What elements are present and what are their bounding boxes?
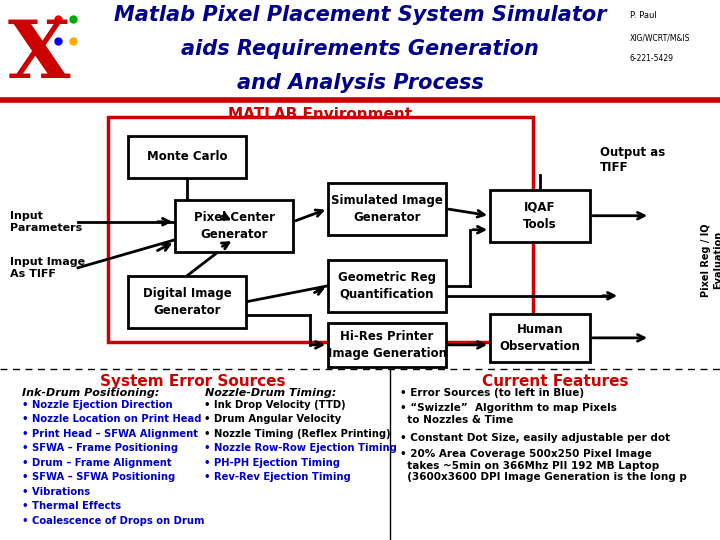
Text: Current Features: Current Features	[482, 374, 629, 389]
Text: and Analysis Process: and Analysis Process	[237, 73, 483, 93]
Text: System Error Sources: System Error Sources	[100, 374, 286, 389]
Text: Ink-Drum Positioning:: Ink-Drum Positioning:	[22, 388, 159, 398]
Bar	[175, 200, 293, 252]
Text: Input Image
As TIFF: Input Image As TIFF	[10, 257, 85, 279]
Bar	[128, 136, 246, 178]
Text: XIG/WCRT/M&IS: XIG/WCRT/M&IS	[630, 33, 690, 42]
Text: X: X	[7, 17, 70, 95]
Text: • Nozzle Timing (Reflex Printing): • Nozzle Timing (Reflex Printing)	[204, 429, 391, 439]
Text: • Nozzle Row-Row Ejection Timing: • Nozzle Row-Row Ejection Timing	[204, 443, 397, 454]
Text: • Vibrations: • Vibrations	[22, 487, 90, 497]
Bar	[128, 276, 246, 328]
Text: • Error Sources (to left in Blue): • Error Sources (to left in Blue)	[400, 388, 584, 398]
Text: • SFWA – Frame Positioning: • SFWA – Frame Positioning	[22, 443, 178, 454]
Text: Output as
TIFF: Output as TIFF	[600, 146, 665, 174]
Bar	[328, 183, 446, 235]
Text: • Print Head – SFWA Alignment: • Print Head – SFWA Alignment	[22, 429, 198, 439]
Text: • Nozzle Location on Print Head: • Nozzle Location on Print Head	[22, 414, 202, 424]
Bar	[108, 117, 533, 342]
Text: Input
Parameters: Input Parameters	[10, 211, 82, 233]
Text: • Drum – Frame Alignment: • Drum – Frame Alignment	[22, 458, 171, 468]
Text: Human
Observation: Human Observation	[500, 323, 580, 353]
Text: • SFWA – SFWA Positioning: • SFWA – SFWA Positioning	[22, 472, 175, 482]
Text: • Thermal Effects: • Thermal Effects	[22, 502, 121, 511]
Text: • “Swizzle”  Algorithm to map Pixels
  to Nozzles & Time: • “Swizzle” Algorithm to map Pixels to N…	[400, 403, 617, 425]
Text: 6-221-5429: 6-221-5429	[630, 53, 674, 63]
Text: • Constant Dot Size, easily adjustable per dot: • Constant Dot Size, easily adjustable p…	[400, 434, 670, 443]
Text: Digital Image
Generator: Digital Image Generator	[143, 287, 231, 317]
Bar	[328, 260, 446, 312]
Text: • Ink Drop Velocity (TTD): • Ink Drop Velocity (TTD)	[204, 400, 346, 410]
Text: Hi-Res Printer
Image Generation: Hi-Res Printer Image Generation	[328, 330, 446, 360]
Text: • PH-PH Ejection Timing: • PH-PH Ejection Timing	[204, 458, 340, 468]
Bar	[328, 323, 446, 367]
Text: IQAF
Tools: IQAF Tools	[523, 201, 557, 231]
Text: Nozzle-Drum Timing:: Nozzle-Drum Timing:	[205, 388, 336, 398]
Text: Matlab Pixel Placement System Simulator: Matlab Pixel Placement System Simulator	[114, 5, 606, 25]
Text: • Nozzle Ejection Direction: • Nozzle Ejection Direction	[22, 400, 173, 410]
Text: • Drum Angular Velocity: • Drum Angular Velocity	[204, 414, 341, 424]
Text: aids Requirements Generation: aids Requirements Generation	[181, 39, 539, 59]
Text: Pixel Center
Generator: Pixel Center Generator	[194, 211, 274, 241]
Text: P. Paul: P. Paul	[630, 11, 657, 20]
Text: • Coalescence of Drops on Drum: • Coalescence of Drops on Drum	[22, 516, 204, 526]
Bar	[490, 314, 590, 362]
Text: MATLAB Environment: MATLAB Environment	[228, 106, 412, 122]
Bar	[490, 190, 590, 242]
Text: Geometric Reg
Quantification: Geometric Reg Quantification	[338, 271, 436, 301]
Text: Pixel Reg / IQ
Evaluation: Pixel Reg / IQ Evaluation	[701, 223, 720, 296]
Text: Simulated Image
Generator: Simulated Image Generator	[331, 194, 443, 224]
Text: • 20% Area Coverage 500x250 Pixel Image
  takes ~5min on 366Mhz PII 192 MB Lapto: • 20% Area Coverage 500x250 Pixel Image …	[400, 449, 687, 482]
Text: Monte Carlo: Monte Carlo	[147, 150, 228, 163]
Text: • Rev-Rev Ejection Timing: • Rev-Rev Ejection Timing	[204, 472, 351, 482]
